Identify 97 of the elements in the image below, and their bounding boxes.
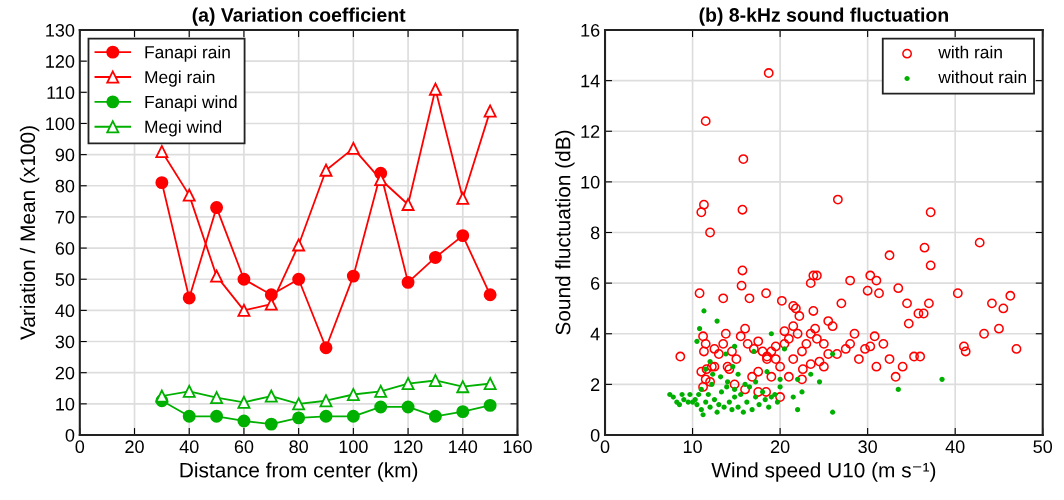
y-tick-label: 20 <box>55 366 75 380</box>
y-tick-label: 130 <box>46 23 75 37</box>
point <box>319 394 333 408</box>
point <box>210 391 224 405</box>
y-tick-label: 12 <box>581 125 600 138</box>
point <box>237 272 251 286</box>
point <box>264 389 278 403</box>
y-tick-label: 10 <box>56 397 75 411</box>
point <box>374 400 388 414</box>
y-tick-label: 90 <box>55 148 75 162</box>
point <box>346 409 360 423</box>
point <box>456 191 470 205</box>
point <box>374 384 388 398</box>
y-tick-label: 60 <box>55 242 75 255</box>
x-tick-label: 140 <box>449 440 478 454</box>
point <box>237 395 251 409</box>
y-tick-label: 120 <box>46 55 75 68</box>
x-tick-label: 120 <box>394 440 423 454</box>
point <box>182 384 196 398</box>
x-tick-label: 50 <box>1033 440 1053 454</box>
y-tick-label: 8 <box>590 226 600 240</box>
y-tick-label: 70 <box>55 210 75 224</box>
point <box>428 82 442 96</box>
x-axis-title: Wind speed U10 (m s⁻¹) <box>711 462 936 482</box>
y-axis-title: Variation / Mean (x100) <box>19 126 40 340</box>
x-tick-label: 10 <box>683 440 702 454</box>
legend-label: Megi wind <box>145 120 222 137</box>
y-tick-label: 80 <box>55 179 75 193</box>
point <box>182 188 196 202</box>
x-tick-label: 0 <box>75 440 85 454</box>
y-tick-label: 0 <box>590 428 600 442</box>
y-tick-label: 10 <box>581 175 600 189</box>
y-tick-label: 4 <box>590 327 600 341</box>
point <box>428 374 442 387</box>
y-tick-label: 0 <box>65 428 75 442</box>
legend-label: without rain <box>938 70 1026 84</box>
x-axis-title: Distance from center (km) <box>180 462 418 482</box>
point <box>456 229 470 243</box>
y-tick-label: 16 <box>581 23 600 37</box>
x-tick-label: 40 <box>179 440 199 454</box>
point <box>401 400 415 414</box>
y-tick-label: 14 <box>581 74 600 88</box>
point <box>292 397 306 411</box>
point <box>401 275 415 289</box>
point <box>210 269 224 283</box>
point <box>292 411 306 425</box>
point <box>319 163 333 177</box>
point <box>483 288 497 302</box>
point <box>456 405 470 419</box>
x-tick-label: 60 <box>234 440 254 454</box>
y-tick-label: 110 <box>47 86 75 100</box>
x-tick-label: 80 <box>289 440 308 454</box>
x-tick-label: 20 <box>770 440 790 454</box>
point <box>428 409 442 423</box>
point <box>155 145 169 158</box>
x-tick-label: 100 <box>339 440 368 454</box>
point <box>319 341 333 355</box>
point <box>483 377 497 391</box>
legend-label: Megi rain <box>145 70 215 87</box>
chart-title: (b) 8-kHz sound fluctuation <box>699 7 948 26</box>
y-tick-label: 6 <box>591 277 600 290</box>
point <box>155 176 169 190</box>
point <box>483 104 497 118</box>
point <box>155 389 169 403</box>
point <box>428 250 442 264</box>
point <box>292 272 306 286</box>
x-tick-label: 160 <box>503 440 532 454</box>
y-axis-title: Sound fluctuation (dB) <box>555 130 575 335</box>
point <box>346 141 360 155</box>
x-tick-label: 0 <box>600 440 610 454</box>
point <box>237 414 251 428</box>
point <box>237 303 251 317</box>
point <box>182 409 196 423</box>
y-tick-label: 100 <box>46 117 75 131</box>
point <box>264 417 278 431</box>
point <box>346 388 360 401</box>
point <box>483 398 497 412</box>
y-tick-label: 50 <box>55 273 75 286</box>
point <box>456 380 470 394</box>
point <box>292 238 306 252</box>
legend-label: with rain <box>938 45 1002 59</box>
y-tick-label: 30 <box>55 335 75 349</box>
y-tick-label: 2 <box>591 378 600 391</box>
legend-label: Fanapi wind <box>145 95 237 112</box>
legend-label: Fanapi rain <box>145 45 230 62</box>
point <box>401 377 415 391</box>
point <box>210 201 224 215</box>
point <box>401 198 415 211</box>
x-tick-label: 40 <box>945 440 965 454</box>
x-tick-label: 30 <box>858 440 877 454</box>
point <box>319 409 333 423</box>
point <box>182 291 196 305</box>
point <box>346 269 360 283</box>
x-tick-label: 20 <box>125 440 144 454</box>
y-tick-label: 40 <box>55 304 75 318</box>
chart-title: (a) Variation coefficient <box>192 7 406 26</box>
point <box>210 409 224 423</box>
